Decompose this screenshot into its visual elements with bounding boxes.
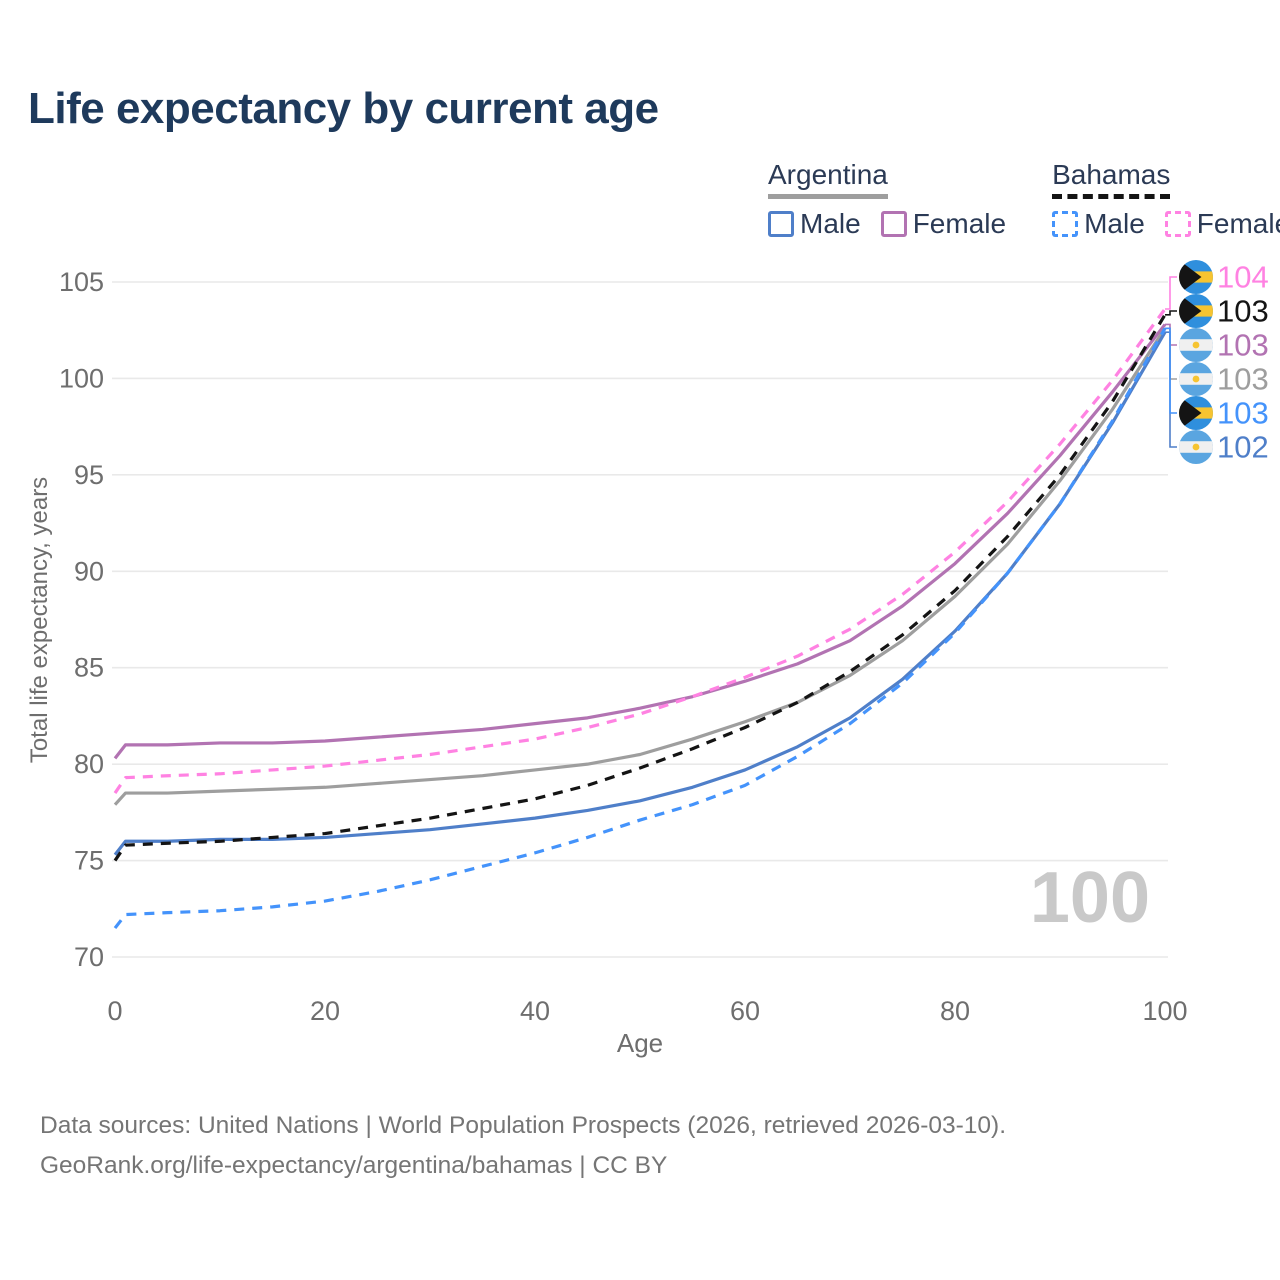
series-line-argentina-male [113, 331, 1167, 856]
series-end-value-argentina-female: 103 [1217, 328, 1269, 363]
argentina-flag-icon [1179, 328, 1213, 362]
legend-swatch-bahamas-male[interactable] [1052, 210, 1079, 237]
y-tick-label: 95 [74, 460, 104, 490]
legend-label-argentina-female: Female [912, 207, 1007, 239]
x-tick-label: 0 [107, 996, 122, 1026]
legend-group-bahamas: Bahamas Male Female [1052, 159, 1280, 240]
y-tick-label: 75 [74, 846, 104, 876]
legend-label-bahamas-male: Male [1084, 207, 1145, 239]
age-indicator: 100 [1029, 858, 1150, 938]
y-tick-label: 100 [59, 363, 104, 393]
legend-swatch-argentina-female[interactable] [880, 210, 907, 237]
y-tick-label: 80 [74, 749, 104, 779]
x-tick-label: 100 [1142, 996, 1187, 1026]
series-line-argentina [113, 327, 1167, 806]
legend-label-argentina-male: Male [800, 207, 861, 239]
series-end-value-bahamas-male: 103 [1217, 396, 1269, 431]
label-connector [1165, 327, 1177, 414]
legend-swatch-bahamas-female[interactable] [1164, 210, 1191, 237]
label-connector [1165, 327, 1177, 380]
footer-attribution: GeoRank.org/life-expectancy/argentina/ba… [40, 1152, 668, 1179]
label-connector [1165, 331, 1177, 448]
legend-row-argentina: Male Female [768, 208, 1026, 240]
x-tick-label: 60 [730, 996, 760, 1026]
legend-group-argentina: Argentina Male Female [768, 159, 1026, 240]
bahamas-flag-icon [1179, 396, 1213, 430]
legend-label-bahamas-female: Female [1196, 207, 1280, 239]
x-axis-title: Age [617, 1028, 663, 1058]
legend-country-bahamas[interactable]: Bahamas [1052, 159, 1171, 199]
series-line-bahamas-female [113, 308, 1167, 794]
legend-swatch-argentina-male[interactable] [768, 210, 794, 237]
series-end-value-bahamas-female: 104 [1217, 260, 1269, 295]
label-connector [1165, 310, 1177, 316]
y-tick-label: 105 [59, 267, 104, 297]
bahamas-flag-icon [1179, 260, 1213, 294]
label-connector [1165, 276, 1177, 310]
footer: Data sources: United Nations | World Pop… [40, 1106, 1006, 1186]
y-tick-label: 85 [74, 653, 104, 683]
legend-row-bahamas: Male Female [1052, 208, 1280, 240]
series-end-value-bahamas: 103 [1217, 294, 1269, 329]
argentina-flag-icon [1179, 430, 1213, 464]
x-tick-label: 20 [310, 996, 340, 1026]
x-tick-label: 40 [520, 996, 550, 1026]
footer-source: Data sources: United Nations | World Pop… [40, 1112, 1007, 1139]
page-title: Life expectancy by current age [28, 84, 659, 133]
argentina-flag-icon [1179, 362, 1213, 396]
y-tick-label: 90 [74, 556, 104, 586]
series-end-value-argentina-male: 102 [1217, 430, 1269, 465]
y-axis-title: Total life expectancy, years [26, 477, 53, 763]
series-line-argentina-female [113, 323, 1167, 760]
legend-country-argentina[interactable]: Argentina [768, 159, 888, 199]
y-tick-label: 70 [74, 942, 104, 972]
x-tick-label: 80 [940, 996, 970, 1026]
chart-legend: Argentina Male Female Bahamas Male Femal… [768, 159, 1280, 240]
series-line-bahamas [113, 313, 1167, 862]
series-end-value-argentina: 103 [1217, 362, 1269, 397]
bahamas-flag-icon [1179, 294, 1213, 328]
